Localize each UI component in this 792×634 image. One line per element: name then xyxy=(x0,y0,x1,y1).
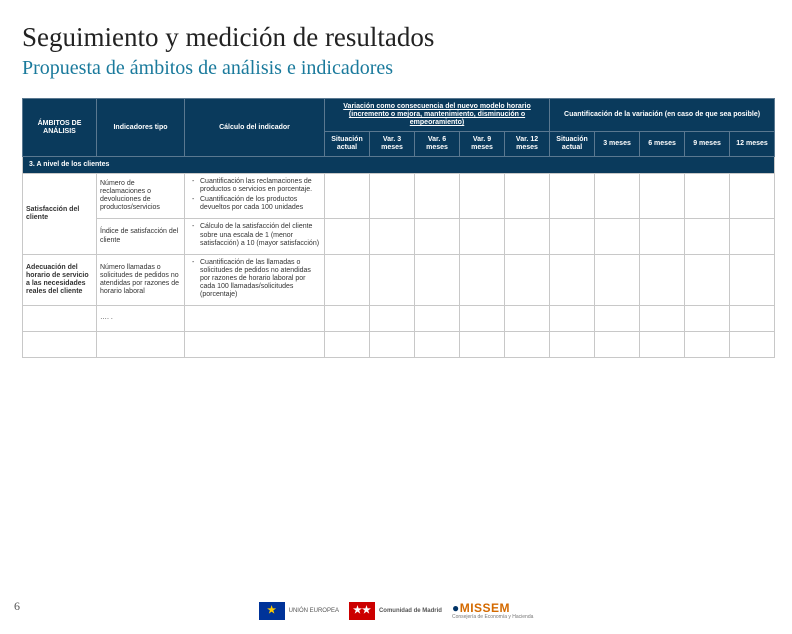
section-row: 3. A nivel de los clientes xyxy=(23,157,775,174)
missem-label: ●MISSEM xyxy=(452,601,510,615)
page-title: Seguimiento y medición de resultados xyxy=(22,22,792,53)
indicator-cell: Número llamadas o solicitudes de pedidos… xyxy=(97,254,185,305)
section-label: 3. A nivel de los clientes xyxy=(23,157,775,174)
dots-cell: …. . xyxy=(97,305,185,331)
eu-label: UNIÓN EUROPEA xyxy=(289,608,339,614)
th-var-1: Var. 3 meses xyxy=(370,132,415,157)
th-cuant-4: 12 meses xyxy=(730,132,775,157)
calc-cell: Cálculo de la satisfacción del cliente s… xyxy=(185,219,325,254)
th-var-0: Situación actual xyxy=(325,132,370,157)
th-calculo: Cálculo del indicador xyxy=(185,99,325,157)
eu-flag-icon: ★ xyxy=(259,602,285,620)
th-cuant-3: 9 meses xyxy=(685,132,730,157)
th-ambitos: ÁMBITOS DE ANÁLISIS xyxy=(23,99,97,157)
row-label-adecuacion: Adecuación del horario de servicio a las… xyxy=(23,254,97,305)
analysis-table-wrap: ÁMBITOS DE ANÁLISIS Indicadores tipo Cál… xyxy=(22,98,774,358)
eu-logo: ★ UNIÓN EUROPEA xyxy=(259,602,339,620)
th-cuant-group: Cuantificación de la variación (en caso … xyxy=(550,99,775,132)
table-header: ÁMBITOS DE ANÁLISIS Indicadores tipo Cál… xyxy=(23,99,775,157)
footer: ★ UNIÓN EUROPEA ★★ Comunidad de Madrid ●… xyxy=(0,601,792,620)
page-subtitle: Propuesta de ámbitos de análisis e indic… xyxy=(22,57,792,80)
cm-flag-icon: ★★ xyxy=(349,602,375,620)
calc-cell: Cuantificación las reclamaciones de prod… xyxy=(185,174,325,219)
missem-sub: Consejería de Economía y Hacienda xyxy=(452,615,533,620)
calc-item: Cuantificación las reclamaciones de prod… xyxy=(192,178,321,194)
th-cuant-1: 3 meses xyxy=(595,132,640,157)
indicator-cell: Índice de satisfacción del cliente xyxy=(97,219,185,254)
table-row: Índice de satisfacción del cliente Cálcu… xyxy=(23,219,775,254)
table-row: …. . xyxy=(23,305,775,331)
th-cuant-0: Situación actual xyxy=(550,132,595,157)
th-variacion-group: Variación como consecuencia del nuevo mo… xyxy=(325,99,550,132)
th-var-2: Var. 6 meses xyxy=(415,132,460,157)
th-var-4: Var. 12 meses xyxy=(505,132,550,157)
calc-cell: Cuantificación de las llamadas o solicit… xyxy=(185,254,325,305)
row-label-satisfaccion: Satisfacción del cliente xyxy=(23,174,97,254)
th-cuant-2: 6 meses xyxy=(640,132,685,157)
indicator-cell: Número de reclamaciones o devoluciones d… xyxy=(97,174,185,219)
th-indicadores: Indicadores tipo xyxy=(97,99,185,157)
th-var-3: Var. 9 meses xyxy=(460,132,505,157)
analysis-table: ÁMBITOS DE ANÁLISIS Indicadores tipo Cál… xyxy=(22,98,775,358)
table-row xyxy=(23,331,775,357)
calc-item: Cálculo de la satisfacción del cliente s… xyxy=(192,223,321,247)
missem-logo: ●MISSEM Consejería de Economía y Haciend… xyxy=(452,601,533,620)
table-row: Satisfacción del cliente Número de recla… xyxy=(23,174,775,219)
cm-label: Comunidad de Madrid xyxy=(379,608,442,614)
calc-item: Cuantificación de los productos devuelto… xyxy=(192,196,321,212)
cm-logo: ★★ Comunidad de Madrid xyxy=(349,602,442,620)
calc-item: Cuantificación de las llamadas o solicit… xyxy=(192,259,321,299)
table-row: Adecuación del horario de servicio a las… xyxy=(23,254,775,305)
